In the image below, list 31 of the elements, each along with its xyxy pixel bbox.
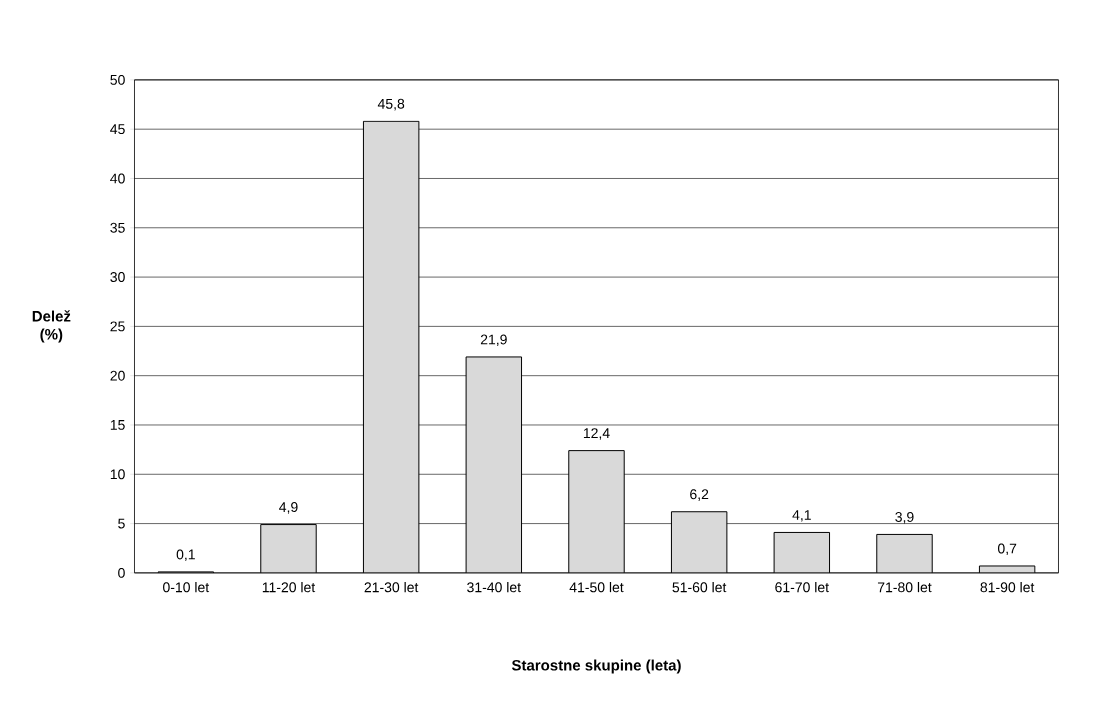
- y-tick-label: 0: [118, 567, 125, 578]
- data-label: 12,4: [583, 428, 610, 440]
- x-tick-label: 81-90 let: [980, 582, 1035, 593]
- data-label: 3,9: [895, 511, 914, 524]
- x-tick-label: 31-40 let: [467, 582, 521, 593]
- y-tick-label: 30: [110, 272, 125, 283]
- data-label: 0,1: [176, 549, 195, 562]
- y-tick-label: 25: [110, 321, 125, 332]
- y-tick-label: 45: [110, 124, 125, 135]
- x-tick-label: 21-30 let: [364, 582, 419, 593]
- x-tick-label: 71-80 let: [877, 582, 932, 593]
- y-tick-label: 50: [110, 74, 125, 85]
- y-tick-label: 5: [118, 518, 125, 529]
- data-label: 21,9: [480, 334, 507, 347]
- y-tick-label: 10: [110, 469, 125, 480]
- y-tick-label: 20: [110, 370, 125, 381]
- x-tick-label: 51-60 let: [672, 582, 727, 593]
- x-tick-label: 61-70 let: [775, 582, 829, 593]
- data-label: 4,1: [792, 510, 811, 522]
- data-label: 0,7: [997, 543, 1017, 556]
- x-tick-label: 0-10 let: [163, 582, 210, 593]
- y-axis-title: Delež (%): [32, 310, 71, 343]
- x-tick-label: 11-20 let: [262, 582, 316, 593]
- y-tick-label: 15: [110, 420, 125, 430]
- x-tick-label: 41-50 let: [569, 582, 624, 593]
- y-tick-label: 35: [110, 222, 125, 233]
- data-label: 45,8: [377, 98, 405, 111]
- x-axis-title: Starostne skupine (leta): [511, 659, 681, 674]
- data-label: 4,9: [279, 502, 298, 514]
- y-tick-label: 40: [110, 173, 125, 184]
- data-label: 6,2: [690, 489, 709, 501]
